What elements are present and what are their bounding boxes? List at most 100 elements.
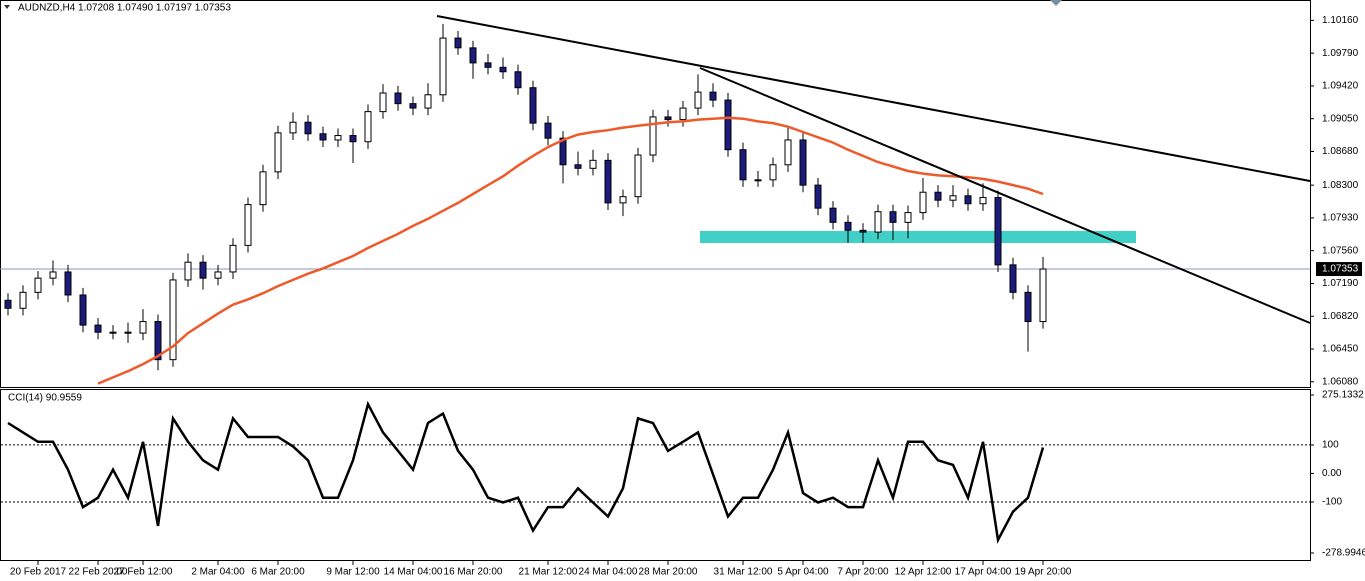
x-tick-label: 24 Mar 04:00 bbox=[579, 567, 638, 578]
candle-body bbox=[4, 299, 12, 309]
candle-body bbox=[94, 324, 102, 333]
x-tick-label: 22 Feb 20:00 bbox=[69, 567, 128, 578]
candle-body bbox=[919, 191, 927, 214]
candle-body bbox=[19, 291, 27, 309]
x-tick-label: 7 Apr 20:00 bbox=[837, 567, 889, 578]
y-tick-label: 1.08300 bbox=[1322, 180, 1359, 191]
x-tick-label: 14 Mar 04:00 bbox=[384, 567, 443, 578]
candle-body bbox=[934, 191, 942, 201]
candle-body bbox=[784, 139, 792, 166]
candle-body bbox=[619, 196, 627, 204]
candle-body bbox=[184, 261, 192, 281]
candle-body bbox=[949, 195, 957, 201]
candle-body bbox=[544, 122, 552, 139]
candle-body bbox=[244, 204, 252, 246]
price-panel bbox=[0, 0, 1311, 388]
y-tick-label: 1.09790 bbox=[1322, 48, 1359, 59]
y-tick-label: -278.9946 bbox=[1322, 548, 1365, 559]
candle-body bbox=[379, 92, 387, 113]
candle-body bbox=[334, 135, 342, 141]
candle-body bbox=[529, 87, 537, 124]
y-tick-label: 1.07190 bbox=[1322, 278, 1359, 289]
candle-body bbox=[754, 179, 762, 182]
candle-body bbox=[49, 271, 57, 279]
y-tick-label: 275.1332 bbox=[1322, 390, 1364, 401]
y-tick-label: 100 bbox=[1322, 440, 1339, 451]
x-tick-label: 27 Feb 12:00 bbox=[114, 567, 173, 578]
candle-body bbox=[64, 271, 72, 296]
x-tick-label: 31 Mar 12:00 bbox=[714, 567, 773, 578]
candle-body bbox=[439, 37, 447, 96]
y-tick-label: 1.06080 bbox=[1322, 376, 1359, 387]
candle-body bbox=[484, 62, 492, 68]
cci-line bbox=[7, 400, 1045, 544]
y-tick-label: 0.00 bbox=[1322, 468, 1342, 479]
candle-body bbox=[724, 99, 732, 151]
candle-body bbox=[844, 221, 852, 231]
candle-body bbox=[799, 139, 807, 186]
x-tick-label: 16 Mar 20:00 bbox=[444, 567, 503, 578]
candle-body bbox=[889, 211, 897, 223]
x-tick-label: 17 Apr 04:00 bbox=[955, 567, 1012, 578]
candle-body bbox=[994, 197, 1002, 266]
y-tick-label: 1.09420 bbox=[1322, 81, 1359, 92]
menu-arrow bbox=[4, 5, 10, 9]
candle-body bbox=[574, 164, 582, 169]
candle-body bbox=[829, 207, 837, 223]
candle-body bbox=[739, 149, 747, 181]
trendline bbox=[699, 67, 1311, 324]
x-tick-label: 2 Mar 04:00 bbox=[191, 567, 245, 578]
x-tick-label: 20 Feb 2017 bbox=[10, 567, 67, 578]
y-tick-label: 1.09050 bbox=[1322, 113, 1359, 124]
candle-body bbox=[109, 331, 117, 334]
candle-body bbox=[649, 116, 657, 156]
candle-body bbox=[979, 197, 987, 205]
y-tick-label: 1.07930 bbox=[1322, 213, 1359, 224]
candle-body bbox=[694, 91, 702, 109]
candle-body bbox=[289, 121, 297, 134]
indicator-title: CCI(14) 90.9559 bbox=[8, 393, 82, 404]
x-tick-label: 28 Mar 20:00 bbox=[639, 567, 698, 578]
candle-body bbox=[34, 277, 42, 293]
candle-body bbox=[214, 271, 222, 279]
y-tick-label: 1.06450 bbox=[1322, 344, 1359, 355]
candle-body bbox=[964, 195, 972, 205]
last-price-label: 1.07353 bbox=[1322, 264, 1359, 275]
y-tick-label: 1.08680 bbox=[1322, 146, 1359, 157]
candle-body bbox=[169, 279, 177, 361]
candle-body bbox=[469, 47, 477, 64]
candle-body bbox=[559, 137, 567, 166]
candle-body bbox=[424, 94, 432, 109]
candle-body bbox=[664, 116, 672, 121]
trendline bbox=[436, 15, 1311, 182]
candle-body bbox=[154, 321, 162, 361]
candle-body bbox=[364, 111, 372, 143]
x-tick-label: 19 Apr 20:00 bbox=[1015, 567, 1072, 578]
x-tick-label: 12 Apr 12:00 bbox=[895, 567, 952, 578]
moving-average bbox=[97, 116, 1044, 385]
candle-body bbox=[394, 92, 402, 105]
candle-body bbox=[259, 171, 267, 206]
x-tick-label: 9 Mar 12:00 bbox=[326, 567, 380, 578]
candle-body bbox=[304, 121, 312, 135]
candle-body bbox=[124, 331, 132, 334]
candle-body bbox=[589, 159, 597, 169]
candle-body bbox=[454, 37, 462, 49]
candle-body bbox=[814, 184, 822, 209]
candles bbox=[0, 23, 1310, 385]
y-tick-label: 1.07560 bbox=[1322, 245, 1359, 256]
candle-body bbox=[859, 229, 867, 233]
last-price-box bbox=[1316, 262, 1362, 277]
y-tick-label: -100 bbox=[1322, 497, 1342, 508]
candle-body bbox=[1039, 268, 1047, 323]
candle-body bbox=[319, 133, 327, 141]
candle-body bbox=[229, 244, 237, 273]
candle-body bbox=[1009, 264, 1017, 293]
x-tick-label: 21 Mar 12:00 bbox=[519, 567, 578, 578]
candle-body bbox=[139, 321, 147, 334]
support-zone bbox=[700, 231, 1136, 243]
candle-body bbox=[604, 159, 612, 204]
cci-panel bbox=[0, 389, 1311, 561]
x-tick-label: 5 Apr 04:00 bbox=[777, 567, 829, 578]
